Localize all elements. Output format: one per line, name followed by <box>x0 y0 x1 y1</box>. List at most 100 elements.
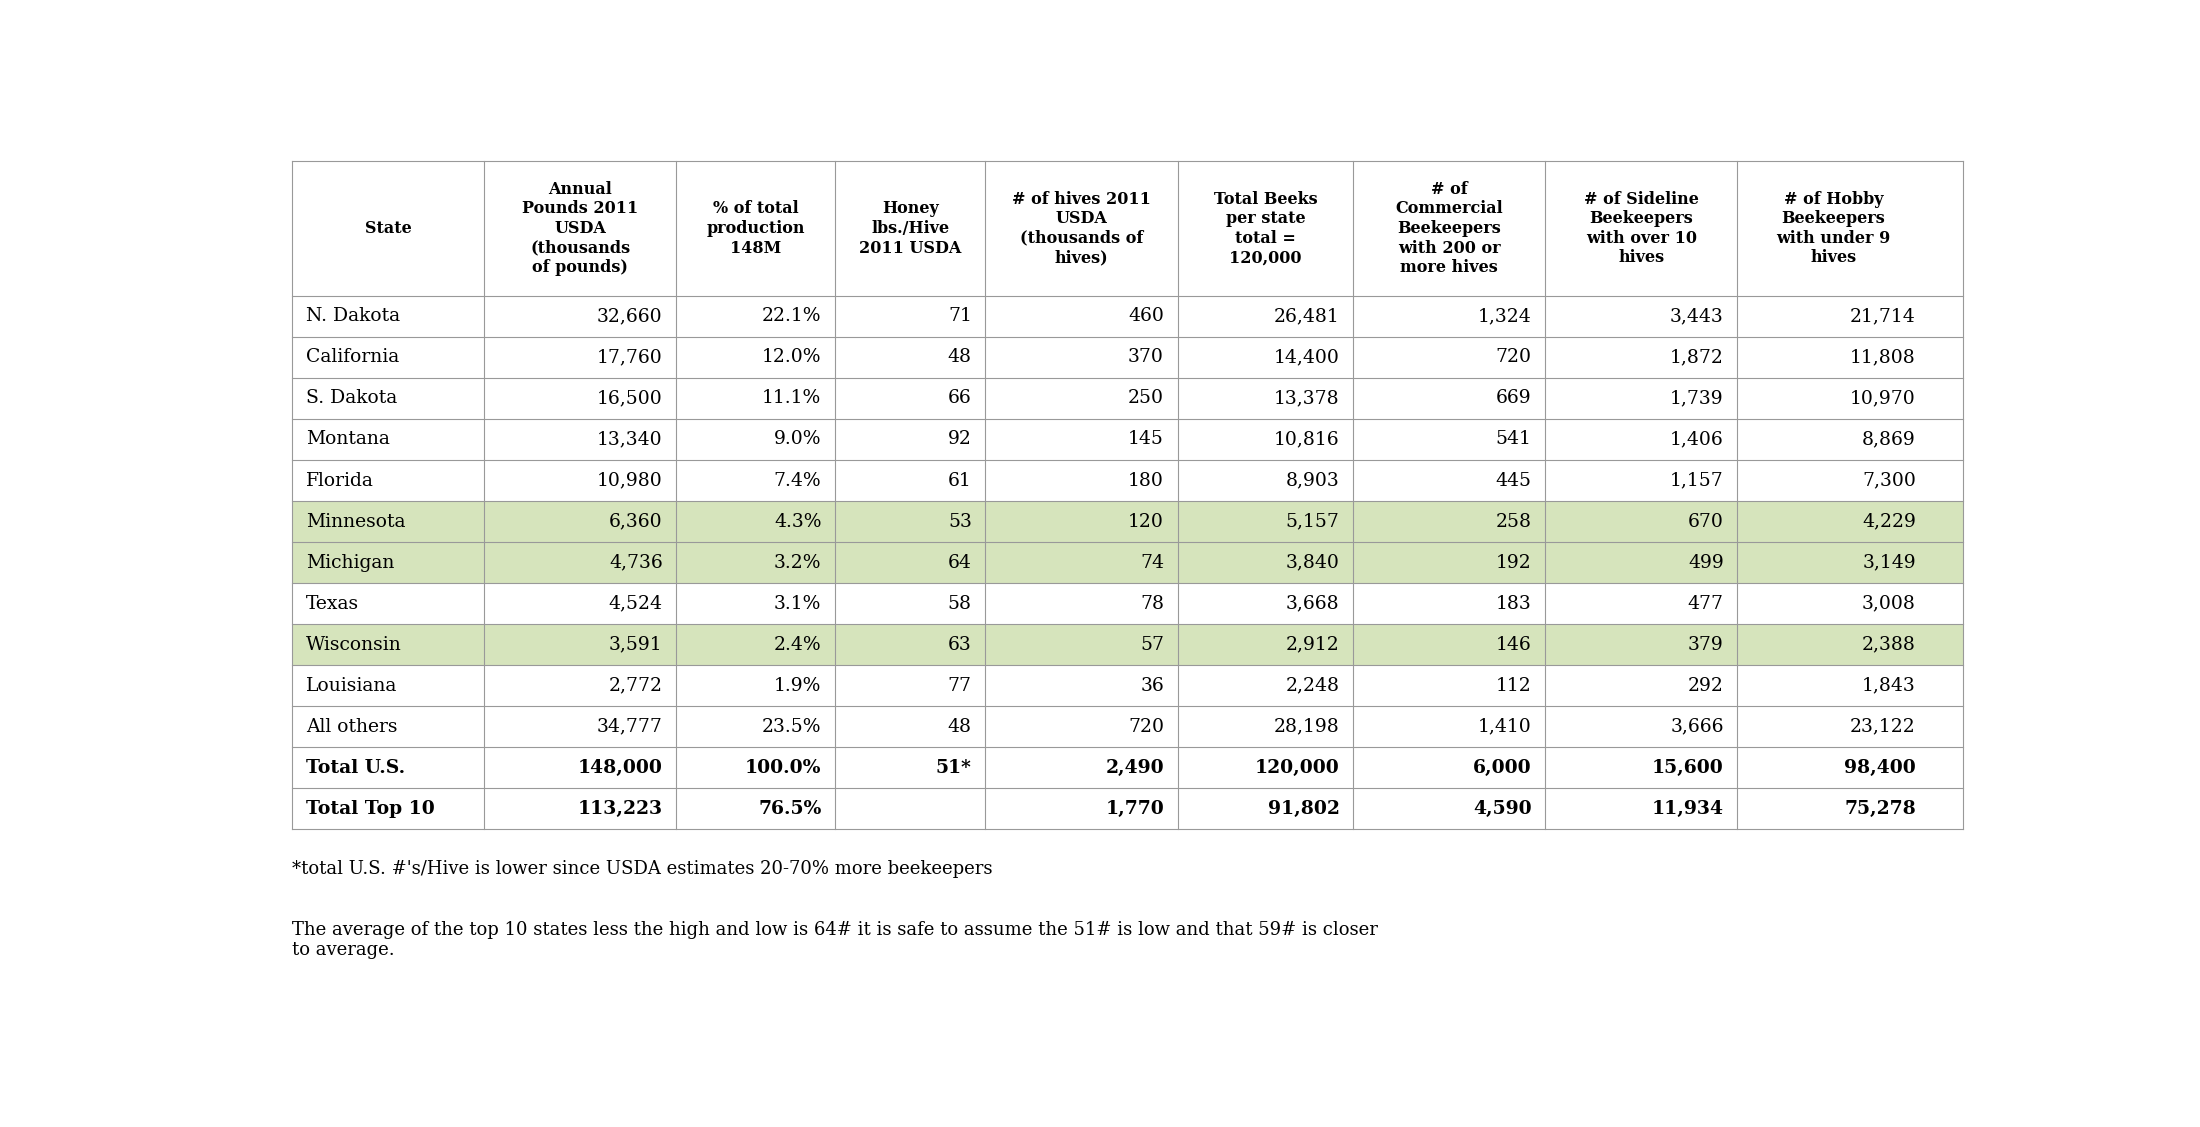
Text: 292: 292 <box>1687 677 1725 694</box>
Text: 100.0%: 100.0% <box>746 758 821 777</box>
Text: % of total
production
148M: % of total production 148M <box>706 201 805 257</box>
Text: 1,872: 1,872 <box>1670 348 1725 366</box>
Text: # of Hobby
Beekeepers
with under 9
hives: # of Hobby Beekeepers with under 9 hives <box>1775 190 1890 266</box>
Text: 3,008: 3,008 <box>1861 595 1916 613</box>
Text: 63: 63 <box>948 636 972 654</box>
Text: 120: 120 <box>1129 513 1164 531</box>
Text: 445: 445 <box>1496 471 1531 489</box>
Text: 8,903: 8,903 <box>1285 471 1340 489</box>
Text: 78: 78 <box>1140 595 1164 613</box>
Text: 13,378: 13,378 <box>1274 390 1340 408</box>
Text: 4,229: 4,229 <box>1861 513 1916 531</box>
Text: Total Top 10: Total Top 10 <box>306 800 433 818</box>
Text: 180: 180 <box>1129 471 1164 489</box>
Text: 258: 258 <box>1496 513 1531 531</box>
Text: 145: 145 <box>1129 431 1164 449</box>
Text: 720: 720 <box>1129 718 1164 736</box>
Text: 4,736: 4,736 <box>609 553 662 571</box>
Text: 15,600: 15,600 <box>1652 758 1725 777</box>
Text: 13,340: 13,340 <box>596 431 662 449</box>
Text: # of Sideline
Beekeepers
with over 10
hives: # of Sideline Beekeepers with over 10 hi… <box>1584 190 1698 266</box>
Text: 9.0%: 9.0% <box>774 431 821 449</box>
Text: 2,388: 2,388 <box>1861 636 1916 654</box>
Text: # of
Commercial
Beekeepers
with 200 or
more hives: # of Commercial Beekeepers with 200 or m… <box>1395 180 1503 276</box>
Text: 1,739: 1,739 <box>1670 390 1725 408</box>
Text: # of hives 2011
USDA
(thousands of
hives): # of hives 2011 USDA (thousands of hives… <box>1012 190 1151 266</box>
Text: 146: 146 <box>1496 636 1531 654</box>
Text: 1,157: 1,157 <box>1670 471 1725 489</box>
Text: Annual
Pounds 2011
USDA
(thousands
of pounds): Annual Pounds 2011 USDA (thousands of po… <box>521 180 638 276</box>
Text: 57: 57 <box>1140 636 1164 654</box>
Text: 92: 92 <box>948 431 972 449</box>
Text: 8,869: 8,869 <box>1861 431 1916 449</box>
Text: Michigan: Michigan <box>306 553 394 571</box>
Text: 48: 48 <box>948 348 972 366</box>
Text: Wisconsin: Wisconsin <box>306 636 400 654</box>
Text: 250: 250 <box>1129 390 1164 408</box>
Bar <box>293 502 1962 542</box>
Text: 670: 670 <box>1687 513 1725 531</box>
Text: *total U.S. #'s/Hive is lower since USDA estimates 20-70% more beekeepers: *total U.S. #'s/Hive is lower since USDA… <box>293 860 992 878</box>
Text: 3,149: 3,149 <box>1861 553 1916 571</box>
Text: 21,714: 21,714 <box>1850 308 1916 326</box>
Text: 2,772: 2,772 <box>609 677 662 694</box>
Text: 1,843: 1,843 <box>1861 677 1916 694</box>
Text: Total Beeks
per state
total =
120,000: Total Beeks per state total = 120,000 <box>1214 190 1318 266</box>
Text: 5,157: 5,157 <box>1285 513 1340 531</box>
Text: 77: 77 <box>948 677 972 694</box>
Text: 3,443: 3,443 <box>1670 308 1725 326</box>
Text: 148,000: 148,000 <box>579 758 662 777</box>
Text: 3,591: 3,591 <box>609 636 662 654</box>
Text: State: State <box>365 220 411 237</box>
Text: 10,970: 10,970 <box>1850 390 1916 408</box>
Text: Louisiana: Louisiana <box>306 677 396 694</box>
Text: N. Dakota: N. Dakota <box>306 308 400 326</box>
Text: 11,808: 11,808 <box>1850 348 1916 366</box>
Text: 58: 58 <box>948 595 972 613</box>
Text: 3.2%: 3.2% <box>774 553 821 571</box>
Text: All others: All others <box>306 718 398 736</box>
Text: 3,668: 3,668 <box>1285 595 1340 613</box>
Text: 370: 370 <box>1129 348 1164 366</box>
Text: 3,840: 3,840 <box>1285 553 1340 571</box>
Text: 379: 379 <box>1687 636 1725 654</box>
Text: 32,660: 32,660 <box>596 308 662 326</box>
Text: 74: 74 <box>1140 553 1164 571</box>
Text: 192: 192 <box>1496 553 1531 571</box>
Text: 7.4%: 7.4% <box>774 471 821 489</box>
Text: Montana: Montana <box>306 431 389 449</box>
Text: 1,410: 1,410 <box>1478 718 1531 736</box>
Bar <box>293 542 1962 583</box>
Text: Florida: Florida <box>306 471 374 489</box>
Text: 48: 48 <box>948 718 972 736</box>
Bar <box>293 624 1962 665</box>
Text: Honey
lbs./Hive
2011 USDA: Honey lbs./Hive 2011 USDA <box>858 201 961 257</box>
Text: 4.3%: 4.3% <box>774 513 821 531</box>
Text: 112: 112 <box>1496 677 1531 694</box>
Text: 1,406: 1,406 <box>1670 431 1725 449</box>
Text: Texas: Texas <box>306 595 359 613</box>
Text: Minnesota: Minnesota <box>306 513 405 531</box>
Text: 11,934: 11,934 <box>1652 800 1725 818</box>
Text: 98,400: 98,400 <box>1844 758 1916 777</box>
Text: 499: 499 <box>1687 553 1725 571</box>
Text: 120,000: 120,000 <box>1254 758 1340 777</box>
Text: The average of the top 10 states less the high and low is 64# it is safe to assu: The average of the top 10 states less th… <box>293 921 1377 959</box>
Text: 10,980: 10,980 <box>596 471 662 489</box>
Text: 76.5%: 76.5% <box>759 800 821 818</box>
Text: 26,481: 26,481 <box>1274 308 1340 326</box>
Text: 6,000: 6,000 <box>1474 758 1531 777</box>
Text: 53: 53 <box>948 513 972 531</box>
Text: 3,666: 3,666 <box>1670 718 1725 736</box>
Text: California: California <box>306 348 398 366</box>
Text: S. Dakota: S. Dakota <box>306 390 396 408</box>
Text: 71: 71 <box>948 308 972 326</box>
Text: 1.9%: 1.9% <box>774 677 821 694</box>
Text: 2,248: 2,248 <box>1285 677 1340 694</box>
Text: Total U.S.: Total U.S. <box>306 758 405 777</box>
Text: 12.0%: 12.0% <box>761 348 821 366</box>
Text: 4,524: 4,524 <box>609 595 662 613</box>
Text: 3.1%: 3.1% <box>774 595 821 613</box>
Text: 1,324: 1,324 <box>1478 308 1531 326</box>
Text: 22.1%: 22.1% <box>761 308 821 326</box>
